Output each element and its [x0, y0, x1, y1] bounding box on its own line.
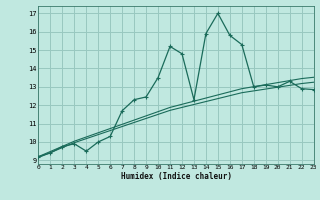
- X-axis label: Humidex (Indice chaleur): Humidex (Indice chaleur): [121, 172, 231, 181]
